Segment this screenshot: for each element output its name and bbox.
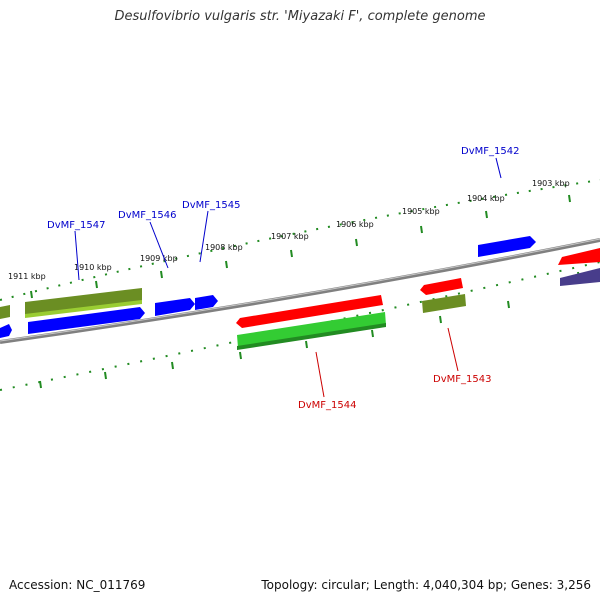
major-tick bbox=[104, 371, 107, 380]
forward-cds-arrow[interactable] bbox=[558, 248, 600, 265]
map-title: Desulfovibrio vulgaris str. 'Miyazaki F'… bbox=[114, 9, 486, 24]
forward-gene-arrow-shade bbox=[237, 323, 386, 350]
kbp-label: 1909 kbp bbox=[140, 254, 178, 263]
leader-line bbox=[447, 327, 459, 372]
kbp-label: 1907 kbp bbox=[271, 232, 309, 241]
gene-labels: DvMF_1542 DvMF_1543 DvMF_1544 DvMF_1545 … bbox=[47, 146, 519, 411]
major-tick bbox=[355, 238, 358, 247]
leader-line bbox=[149, 221, 169, 269]
reverse-cds-arrow[interactable] bbox=[195, 295, 218, 310]
leader-line bbox=[315, 351, 325, 398]
kbp-labels: 1903 kbp 1904 kbp 1905 kbp 1906 kbp 1907… bbox=[8, 179, 570, 281]
gene-label[interactable]: DvMF_1542 bbox=[461, 146, 519, 157]
kbp-label: 1906 kbp bbox=[336, 220, 374, 229]
major-tick bbox=[305, 340, 308, 349]
genome-stats-text: Topology: circular; Length: 4,040,304 bp… bbox=[261, 578, 591, 592]
label-leader-lines bbox=[74, 157, 502, 398]
gene-label[interactable]: DvMF_1543 bbox=[433, 374, 491, 385]
major-tick bbox=[371, 329, 374, 338]
reverse-gene-arrow[interactable] bbox=[0, 305, 10, 319]
forward-strand-features bbox=[236, 248, 600, 350]
major-tick bbox=[95, 280, 98, 289]
other-feature-arrow[interactable] bbox=[560, 268, 600, 286]
major-tick bbox=[568, 194, 571, 203]
reverse-cds-arrow[interactable] bbox=[478, 236, 536, 257]
kbp-label: 1903 kbp bbox=[532, 179, 570, 188]
major-tick bbox=[225, 260, 228, 269]
leader-line bbox=[74, 230, 80, 281]
gene-label[interactable]: DvMF_1545 bbox=[182, 200, 240, 211]
major-tick bbox=[171, 361, 174, 370]
gene-label[interactable]: DvMF_1546 bbox=[118, 210, 176, 221]
reverse-cds-arrow[interactable] bbox=[0, 324, 12, 338]
kbp-label: 1910 kbp bbox=[74, 263, 112, 272]
forward-cds-arrow[interactable] bbox=[236, 295, 383, 328]
reverse-gene-arrow-shade bbox=[25, 300, 142, 318]
reverse-strand-features bbox=[0, 236, 600, 338]
kbp-label: 1908 kbp bbox=[205, 243, 243, 252]
leader-line bbox=[495, 157, 502, 179]
major-tick bbox=[420, 225, 423, 234]
genome-backbone-highlight bbox=[0, 238, 600, 342]
kbp-label: 1904 kbp bbox=[467, 194, 505, 203]
accession-text: Accession: NC_011769 bbox=[9, 578, 146, 592]
major-tick bbox=[290, 249, 293, 258]
reverse-gene-arrow[interactable] bbox=[422, 294, 466, 313]
major-tick bbox=[239, 351, 242, 360]
major-tick bbox=[507, 300, 510, 309]
gene-label[interactable]: DvMF_1544 bbox=[298, 400, 356, 411]
major-tick bbox=[485, 210, 488, 219]
major-tick bbox=[160, 270, 163, 279]
gene-label[interactable]: DvMF_1547 bbox=[47, 220, 105, 231]
major-tick bbox=[439, 315, 442, 324]
reverse-gene-arrow[interactable] bbox=[25, 288, 142, 315]
forward-gene-arrow[interactable] bbox=[237, 312, 386, 348]
forward-cds-arrow[interactable] bbox=[420, 278, 463, 295]
reverse-cds-arrow[interactable] bbox=[155, 298, 195, 316]
genome-backbone bbox=[0, 238, 600, 344]
kbp-label: 1905 kbp bbox=[402, 207, 440, 216]
major-ticks bbox=[30, 194, 571, 299]
kbp-label: 1911 kbp bbox=[8, 272, 46, 281]
major-tick bbox=[39, 380, 42, 389]
reverse-cds-arrow[interactable] bbox=[28, 307, 145, 334]
major-tick bbox=[30, 290, 33, 299]
leader-line bbox=[199, 210, 209, 263]
